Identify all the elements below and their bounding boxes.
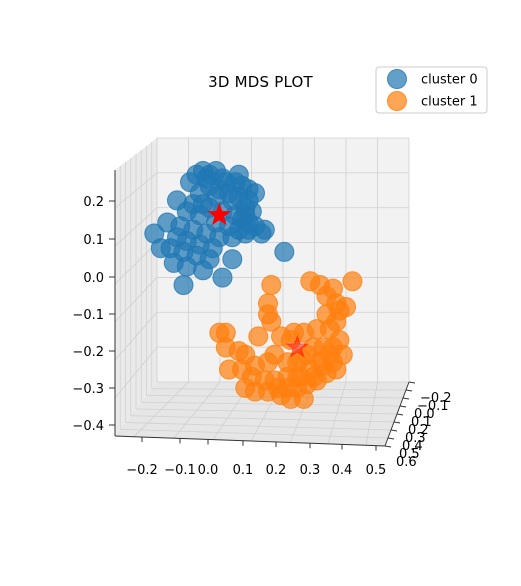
z-tick-label: −0.4 — [72, 419, 104, 434]
legend-label: cluster 1 — [421, 95, 478, 110]
legend-marker — [388, 70, 407, 89]
z-tick-label: 0.1 — [83, 233, 104, 248]
y-tick — [394, 422, 400, 423]
data-point — [229, 165, 248, 184]
data-point — [320, 345, 339, 364]
x-tick-label: −0.1 — [164, 463, 196, 478]
y-tick-label: −0.2 — [420, 391, 452, 406]
data-point — [262, 276, 281, 295]
x-tick-label: 0.3 — [300, 463, 321, 478]
z-tick-label: −0.1 — [72, 308, 104, 323]
x-tick-label: 0.0 — [198, 463, 219, 478]
y-tick — [403, 398, 409, 399]
data-point — [275, 242, 294, 261]
z-tick-label: 0.0 — [83, 271, 104, 286]
data-point — [223, 250, 242, 269]
data-point — [194, 261, 213, 280]
y-tick — [388, 438, 394, 439]
data-point — [168, 191, 187, 210]
axes-panes — [115, 138, 409, 446]
x-tick-label: 0.2 — [266, 463, 287, 478]
z-tick-label: −0.2 — [72, 345, 104, 360]
y-tick — [400, 406, 406, 407]
y-tick — [397, 414, 403, 415]
y-tick — [385, 446, 391, 447]
z-tick-label: −0.3 — [72, 382, 104, 397]
data-point — [272, 386, 291, 405]
data-point — [239, 213, 258, 232]
legend-label: cluster 0 — [421, 73, 478, 88]
y-tick — [406, 390, 412, 391]
x-tick-label: 0.4 — [332, 463, 353, 478]
legend: cluster 0 cluster 1 — [376, 67, 487, 113]
data-point — [194, 195, 213, 214]
data-point — [343, 272, 362, 291]
y-tick — [409, 382, 415, 383]
y-tick — [391, 430, 397, 431]
data-point — [174, 276, 193, 295]
data-point — [249, 327, 268, 346]
x-tick-label: 0.5 — [366, 463, 387, 478]
x-tick-label: 0.1 — [233, 463, 254, 478]
data-point — [213, 268, 232, 287]
data-point — [272, 327, 291, 346]
z-tick-label: 0.2 — [83, 195, 104, 210]
x-tick-label: −0.2 — [126, 463, 158, 478]
legend-marker — [388, 92, 407, 111]
